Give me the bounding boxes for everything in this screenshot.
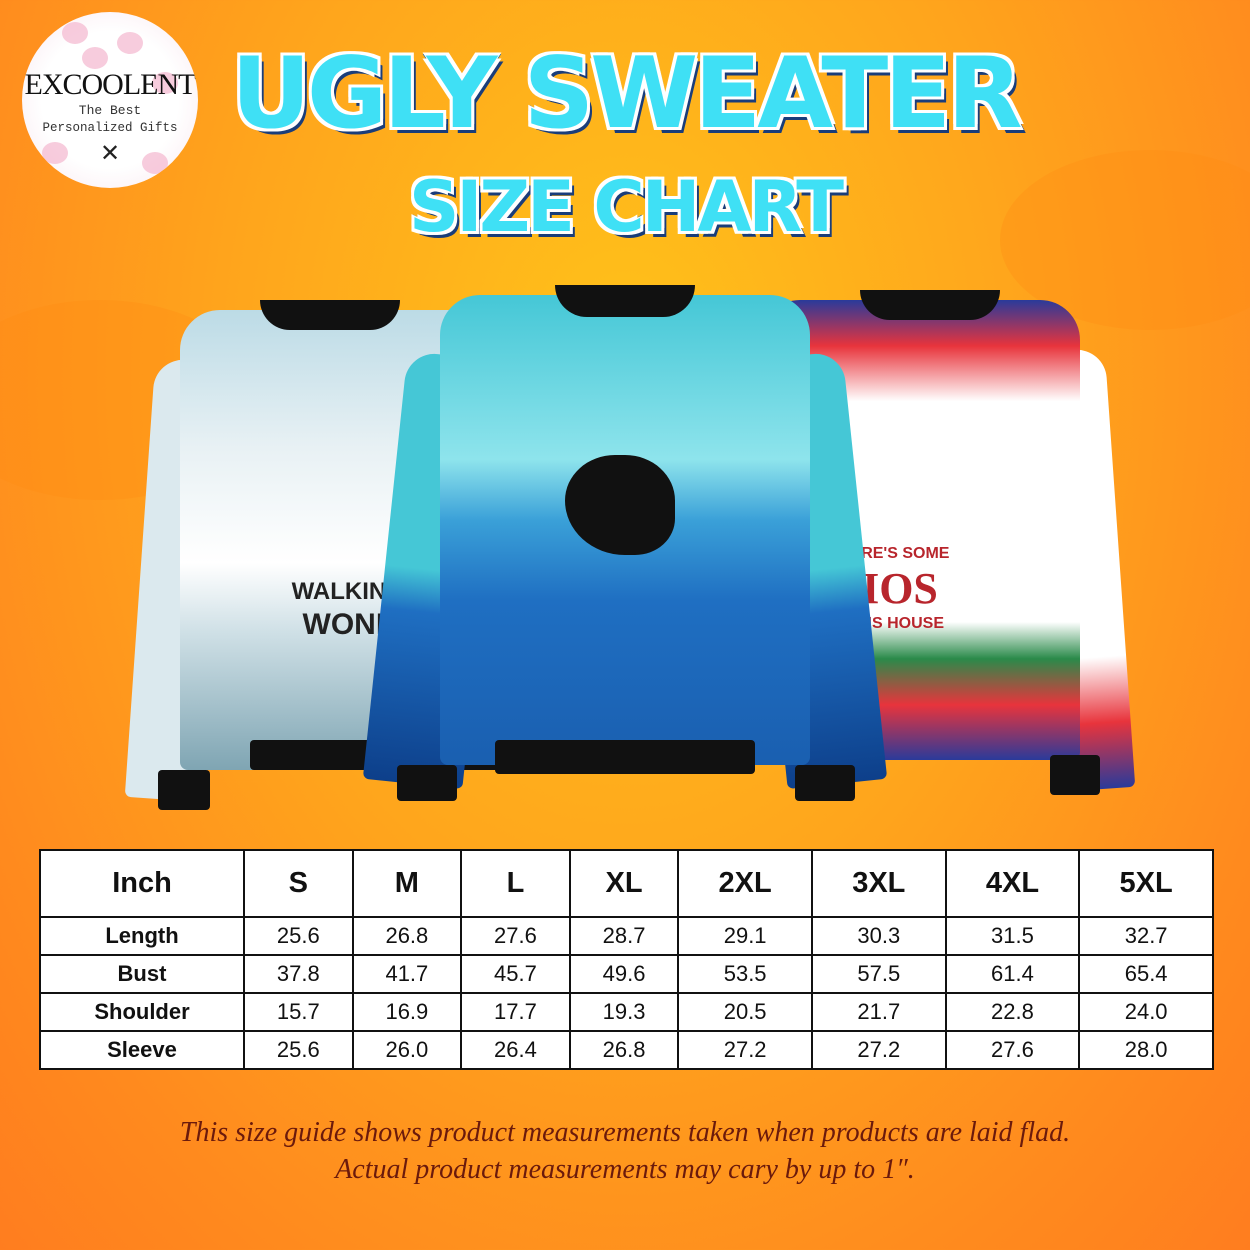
title-line-1: UGLY SWEATER (230, 37, 1024, 151)
measurement-cell: 53.5 (677, 954, 813, 994)
sweater-print-text: HIS HOUSE (855, 615, 944, 632)
measurement-cell: 26.4 (460, 1030, 571, 1070)
measurement-cell: 22.8 (944, 992, 1081, 1032)
measurement-cell: 26.8 (351, 916, 463, 956)
measurement-cell: 45.7 (460, 954, 571, 994)
measurement-cell: 37.8 (243, 954, 354, 994)
logo-tagline: Personalized Gifts (42, 121, 178, 135)
measurement-cell: 29.1 (677, 916, 813, 956)
measurement-cell: 27.2 (677, 1030, 813, 1070)
measurement-cell: 17.7 (460, 992, 571, 1032)
row-label: Sleeve (39, 1030, 245, 1070)
row-label: Bust (39, 954, 245, 994)
measurement-cell: 19.3 (568, 992, 680, 1032)
logo-brand: EXCOOLENT (24, 68, 197, 101)
measurement-cell: 24.0 (1078, 992, 1214, 1032)
crossed-arrows-icon: ✕ (99, 140, 121, 167)
row-label: Length (39, 916, 245, 956)
size-header: XL (568, 849, 680, 918)
measurement-cell: 28.7 (568, 916, 680, 956)
footer-note: This size guide shows product measuremen… (179, 1117, 1071, 1148)
size-header: M (351, 849, 463, 918)
table-row: Shoulder 15.7 16.9 17.7 19.3 20.5 21.7 22.8 24.0 (39, 992, 1214, 1032)
measurement-cell: 26.0 (351, 1030, 463, 1070)
measurement-cell: 27.6 (944, 1030, 1081, 1070)
sweater-image-orca (362, 285, 888, 805)
measurement-cell: 27.2 (810, 1030, 947, 1070)
measurement-cell: 31.5 (944, 916, 1081, 956)
measurement-cell: 20.5 (677, 992, 813, 1032)
table-row: Length 25.6 26.8 27.6 28.7 29.1 30.3 31.5 32.7 (39, 916, 1214, 956)
measurement-cell: 25.6 (243, 916, 354, 956)
measurement-cell: 49.6 (568, 954, 680, 994)
unit-header: Inch (39, 849, 245, 918)
size-header: 4XL (944, 849, 1081, 918)
measurement-cell: 32.7 (1078, 916, 1214, 956)
footer-note: Actual product measurements may cary by … (335, 1154, 915, 1185)
sweater-print-text: IOS (862, 564, 938, 613)
measurement-cell: 15.7 (243, 992, 354, 1032)
size-header: 3XL (810, 849, 947, 918)
orca-icon (565, 455, 675, 555)
measurement-cell: 27.6 (460, 916, 571, 956)
size-header: S (243, 849, 354, 918)
measurement-cell: 57.5 (810, 954, 947, 994)
brand-logo: EXCOOLENT The Best Personalized Gifts ✕ (22, 12, 198, 188)
table-header-row: Inch S M L XL 2XL 3XL 4XL 5XL (39, 849, 1214, 918)
size-header: 5XL (1078, 849, 1214, 918)
measurement-cell: 21.7 (810, 992, 947, 1032)
size-header: L (460, 849, 571, 918)
measurement-cell: 16.9 (351, 992, 463, 1032)
table-row: Bust 37.8 41.7 45.7 49.6 53.5 57.5 61.4 65.4 (39, 954, 1214, 994)
measurement-cell: 30.3 (810, 916, 947, 956)
measurement-cell: 25.6 (243, 1030, 354, 1070)
measurement-cell: 65.4 (1078, 954, 1214, 994)
measurement-cell: 28.0 (1078, 1030, 1214, 1070)
size-header: 2XL (677, 849, 813, 918)
sweater-print-text: ERE'S SOME (850, 545, 950, 562)
row-label: Shoulder (39, 992, 245, 1032)
title-line-2: SIZE CHART (407, 166, 845, 248)
size-chart-table: Inch S M L XL 2XL 3XL 4XL 5XL Length 25.6… (39, 849, 1214, 1070)
table-row: Sleeve 25.6 26.0 26.4 26.8 27.2 27.2 27.6 28.0 (39, 1030, 1214, 1070)
measurement-cell: 26.8 (568, 1030, 680, 1070)
measurement-cell: 61.4 (944, 954, 1081, 994)
logo-tagline: The Best (78, 103, 142, 118)
measurement-cell: 41.7 (351, 954, 463, 994)
